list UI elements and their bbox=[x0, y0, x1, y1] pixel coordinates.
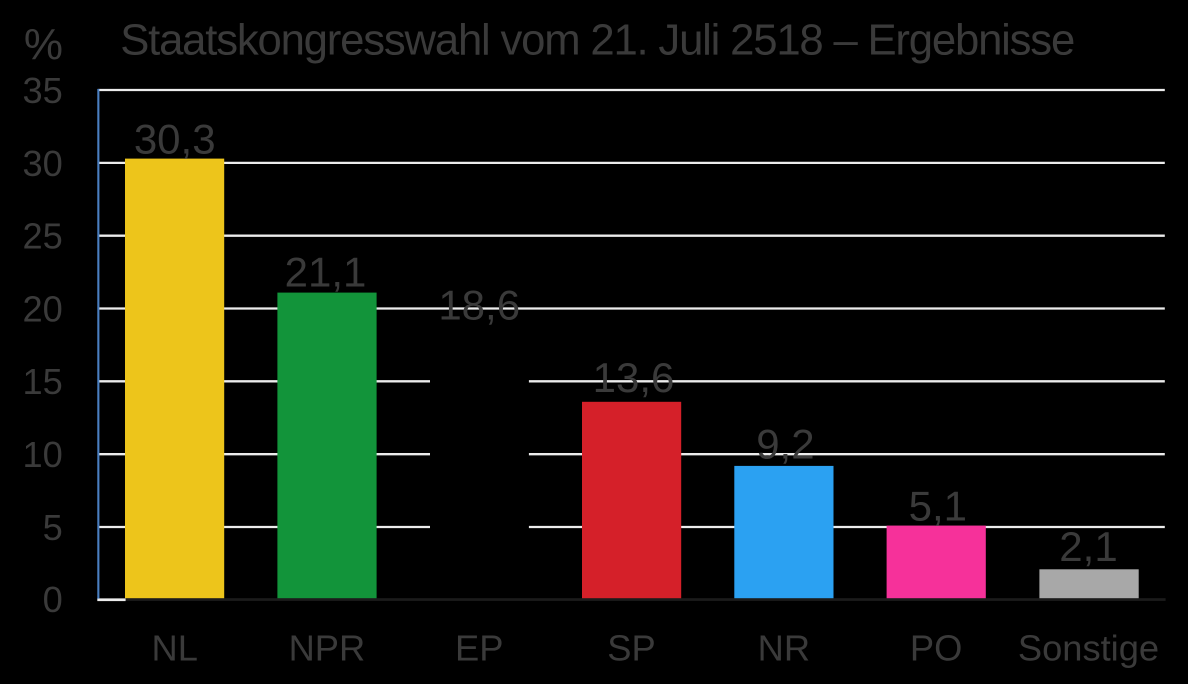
svg-text:5: 5 bbox=[43, 507, 63, 548]
svg-text:21,1: 21,1 bbox=[285, 248, 367, 295]
svg-text:SP: SP bbox=[607, 628, 655, 669]
svg-text:9,2: 9,2 bbox=[756, 420, 814, 467]
svg-text:Staatskongresswahl vom 21. Jul: Staatskongresswahl vom 21. Juli 2518 – E… bbox=[120, 15, 1074, 64]
svg-text:35: 35 bbox=[23, 70, 63, 111]
svg-text:25: 25 bbox=[23, 216, 63, 257]
svg-text:30,3: 30,3 bbox=[134, 116, 216, 163]
svg-text:PO: PO bbox=[910, 628, 962, 669]
svg-text:EP: EP bbox=[455, 628, 503, 669]
svg-text:15: 15 bbox=[23, 361, 63, 402]
svg-text:2,1: 2,1 bbox=[1059, 523, 1117, 570]
svg-text:0: 0 bbox=[43, 579, 63, 620]
svg-text:18,6: 18,6 bbox=[438, 281, 520, 328]
svg-text:NPR: NPR bbox=[289, 628, 366, 669]
svg-text:Sonstige: Sonstige bbox=[1018, 628, 1159, 669]
svg-text:NL: NL bbox=[151, 628, 197, 669]
svg-text:10: 10 bbox=[23, 434, 63, 475]
svg-text:NR: NR bbox=[758, 628, 810, 669]
svg-text:5,1: 5,1 bbox=[909, 482, 967, 529]
svg-text:13,6: 13,6 bbox=[593, 354, 675, 401]
svg-text:%: % bbox=[24, 20, 63, 69]
svg-text:30: 30 bbox=[23, 143, 63, 184]
svg-text:20: 20 bbox=[23, 288, 63, 329]
